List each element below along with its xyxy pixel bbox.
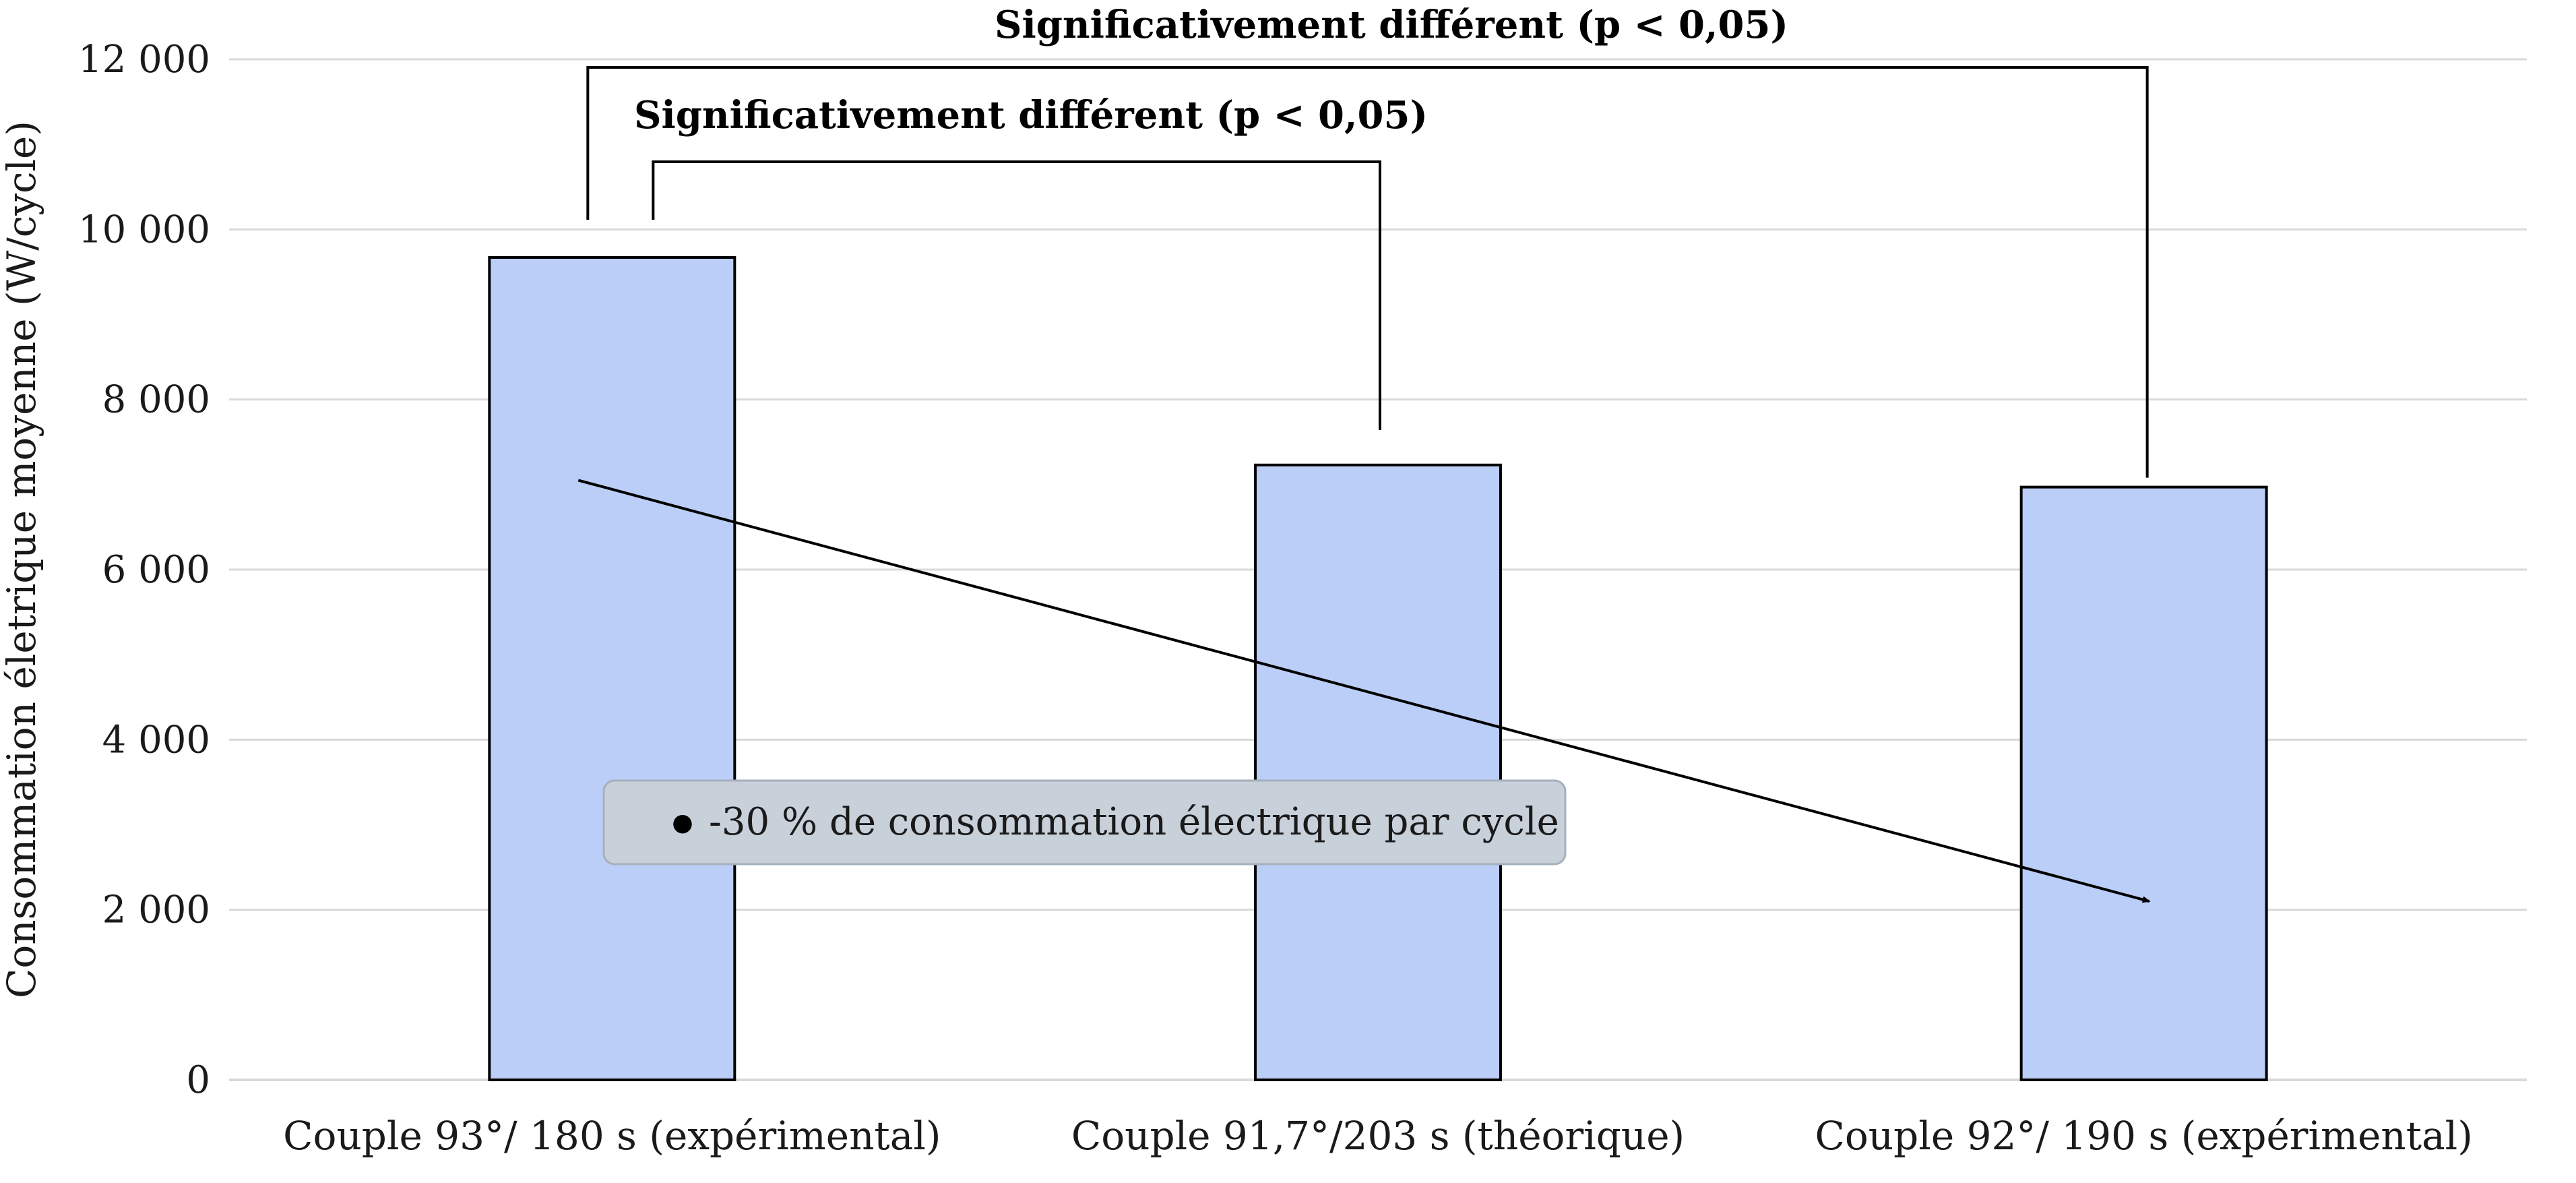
- y-tick-label: 12 000: [78, 38, 210, 82]
- bracket-inner-line: [652, 160, 1381, 430]
- x-tick-label: Couple 91,7°/203 s (théorique): [1071, 1113, 1685, 1159]
- y-tick-label: 0: [186, 1058, 210, 1102]
- note-box-background: [602, 779, 1567, 866]
- bar: [488, 255, 736, 1081]
- bar: [2019, 485, 2268, 1081]
- x-tick-label: Couple 93°/ 180 s (expérimental): [283, 1113, 941, 1159]
- y-axis-label: Consommation életrique moyenne (W/cycle): [0, 121, 44, 998]
- significance-bracket-inner: Significativement différent (p < 0,05): [634, 93, 1428, 430]
- bars: [488, 255, 2268, 1081]
- bracket-outer-line: [586, 66, 2149, 478]
- y-tick-label: 4 000: [102, 718, 210, 762]
- note-box-text: -30 % de consommation électrique par cyc…: [709, 800, 1559, 844]
- trend-arrow: [577, 479, 2151, 903]
- x-tick-labels: Couple 93°/ 180 s (expérimental) Couple 9…: [283, 1113, 2473, 1159]
- bracket-inner-label: Significativement différent (p < 0,05): [634, 93, 1428, 138]
- note-bullet-icon: ●: [672, 809, 693, 837]
- y-tick-label: 6 000: [102, 548, 210, 592]
- note-box: ● -30 % de consommation électrique par c…: [602, 779, 1567, 866]
- bar: [1254, 463, 1502, 1081]
- y-tick-labels: 0 2 000 4 000 6 000 8 000 10 000 12 000: [78, 38, 210, 1102]
- y-tick-label: 2 000: [102, 888, 210, 932]
- x-tick-label: Couple 92°/ 190 s (expérimental): [1815, 1113, 2472, 1159]
- y-tick-label: 10 000: [78, 208, 210, 251]
- bracket-outer-label: Significativement différent (p < 0,05): [995, 3, 1788, 47]
- y-tick-label: 8 000: [102, 378, 210, 422]
- significance-bracket-outer: Significativement différent (p < 0,05): [586, 3, 2149, 478]
